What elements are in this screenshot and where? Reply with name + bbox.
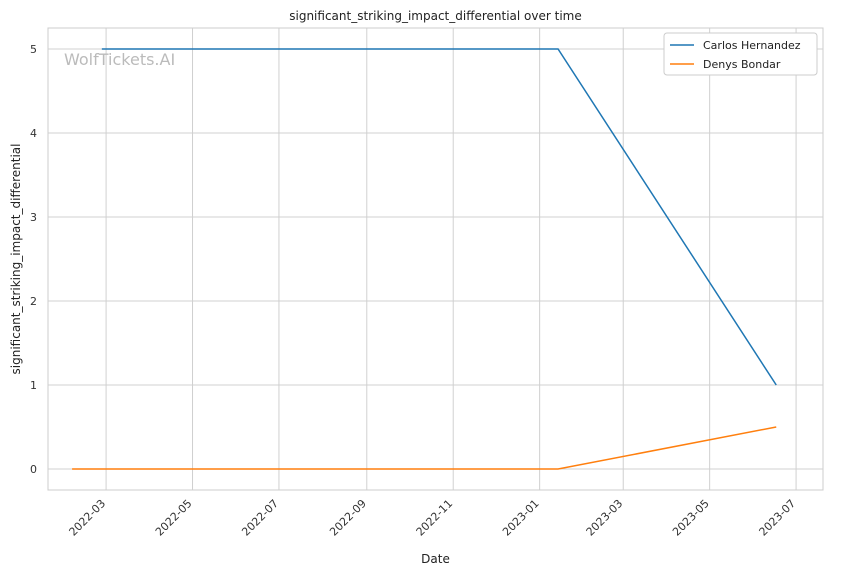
legend-label: Denys Bondar [703, 58, 781, 71]
x-tick-label: 2022-09 [327, 497, 369, 539]
x-tick-label: 2022-05 [153, 497, 195, 539]
x-tick-label: 2023-05 [670, 497, 712, 539]
y-tick-label: 5 [30, 43, 37, 56]
x-axis-label: Date [421, 552, 450, 566]
x-tick-label: 2023-07 [757, 497, 799, 539]
chart-title: significant_striking_impact_differential… [289, 9, 581, 23]
series-lines [72, 48, 777, 470]
y-tick-label: 0 [30, 463, 37, 476]
y-axis-label: significant_striking_impact_differential [9, 144, 23, 375]
y-tick-label: 2 [30, 295, 37, 308]
x-tick-label: 2023-01 [500, 497, 542, 539]
x-tick-label: 2023-03 [584, 497, 626, 539]
legend-label: Carlos Hernandez [703, 39, 801, 52]
x-tick-label: 2022-11 [414, 497, 456, 539]
y-tick-label: 4 [30, 127, 37, 140]
legend-box [663, 32, 818, 76]
series-line [72, 426, 777, 470]
plot-area [47, 27, 824, 491]
y-tick-label: 3 [30, 211, 37, 224]
series-line [101, 48, 777, 386]
y-tick-label: 1 [30, 379, 37, 392]
x-tick-label: 2022-03 [67, 497, 109, 539]
x-tick-label: 2022-07 [239, 497, 281, 539]
legend: Carlos Hernandez Denys Bondar [663, 32, 818, 76]
watermark-text: WolfTickets.AI [64, 50, 175, 69]
